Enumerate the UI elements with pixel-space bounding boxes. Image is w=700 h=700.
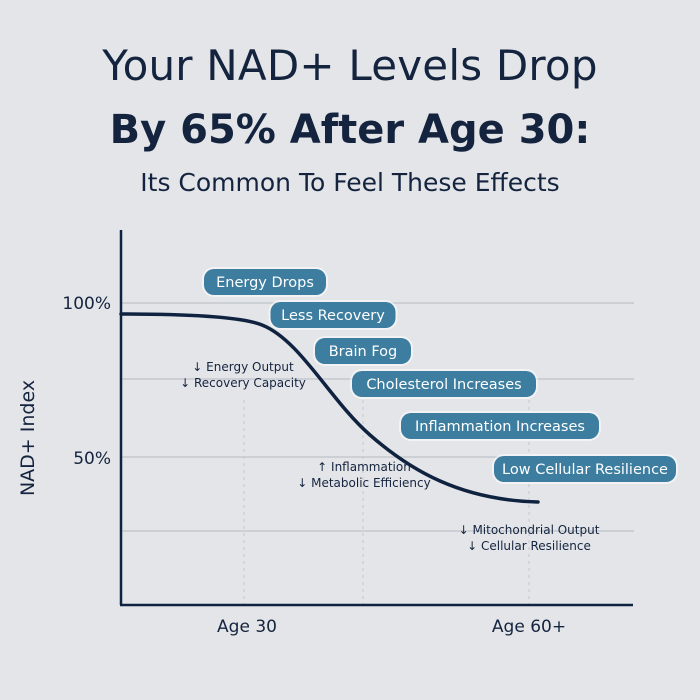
- effect-note-0-0: ↓ Energy Output: [192, 360, 294, 374]
- symptom-pill-1: Less Recovery: [268, 300, 398, 330]
- effect-note-2-0: ↓ Mitochondrial Output: [459, 523, 600, 537]
- symptom-pill-5: Low Cellular Resilience: [492, 454, 678, 484]
- symptom-pill-2: Brain Fog: [313, 336, 413, 366]
- symptom-pill-label: Cholesterol Increases: [366, 377, 521, 393]
- symptom-pill-3: Cholesterol Increases: [350, 369, 538, 399]
- y-tick-label-1: 50%: [73, 449, 111, 469]
- nad-decline-curve: [119, 312, 540, 504]
- effect-note-1-0: ↑ Inflammation: [317, 460, 411, 474]
- y-axis-label: NAD+ Index: [17, 380, 39, 496]
- symptom-pill-label: Inflammation Increases: [415, 419, 585, 435]
- headline-subtitle: Its Common To Feel These Effects: [140, 168, 560, 197]
- symptom-pill-4: Inflammation Increases: [399, 411, 601, 441]
- symptom-pill-label: Less Recovery: [281, 308, 385, 324]
- x-tick-label-1: Age 60+: [492, 617, 566, 637]
- y-tick-label-0: 100%: [62, 294, 111, 314]
- effect-note-2-1: ↓ Cellular Resilience: [467, 539, 591, 553]
- symptom-pill-0: Energy Drops: [202, 267, 328, 297]
- symptom-pill-label: Low Cellular Resilience: [502, 462, 668, 478]
- symptom-pill-label: Energy Drops: [216, 275, 314, 291]
- x-tick-label-0: Age 30: [217, 617, 277, 637]
- headline-line-1: Your NAD+ Levels Drop: [102, 41, 598, 90]
- headline-line-2: By 65% After Age 30:: [109, 107, 591, 153]
- effect-note-0-1: ↓ Recovery Capacity: [180, 376, 306, 390]
- effect-note-1-1: ↓ Metabolic Efficiency: [297, 476, 431, 490]
- symptom-pill-label: Brain Fog: [329, 344, 398, 360]
